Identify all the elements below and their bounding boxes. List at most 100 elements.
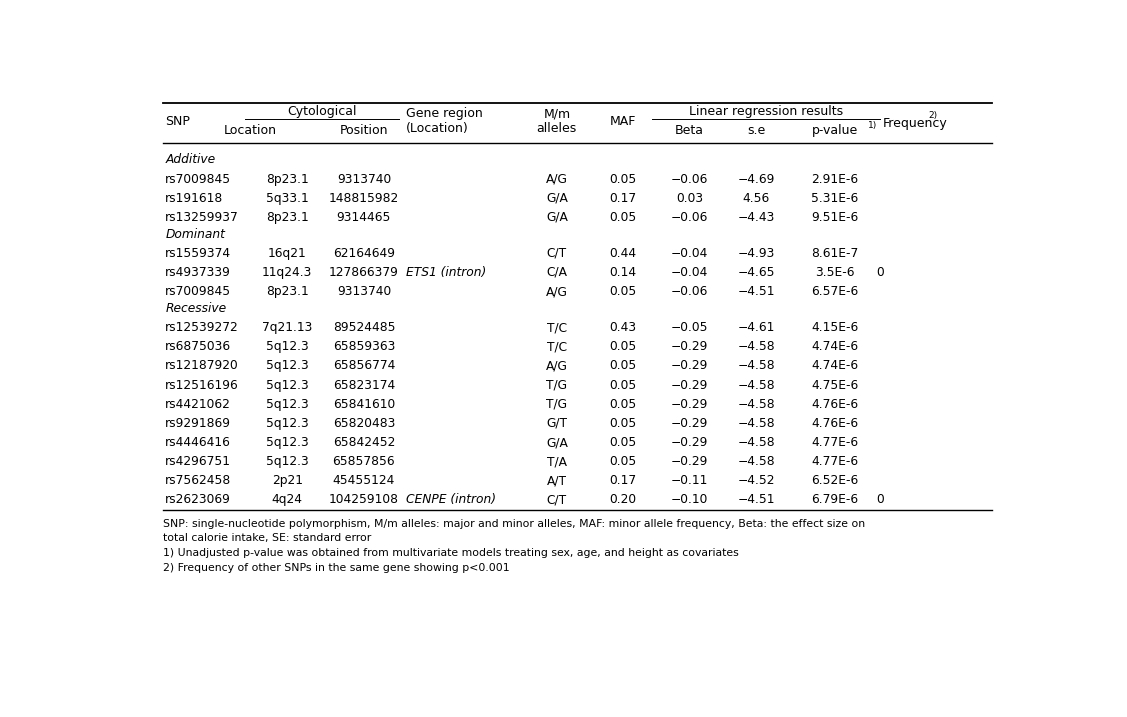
Text: 65842452: 65842452 [332,436,396,449]
Text: A/G: A/G [545,359,568,372]
Text: −0.04: −0.04 [671,247,708,260]
Text: 0: 0 [877,493,885,506]
Text: −0.06: −0.06 [671,285,708,298]
Text: T/G: T/G [547,379,567,391]
Text: 4.77E-6: 4.77E-6 [811,455,859,468]
Text: C/T: C/T [547,247,567,260]
Text: 0.43: 0.43 [610,321,637,334]
Text: 0.05: 0.05 [610,417,637,430]
Text: ETS1 (intron): ETS1 (intron) [406,266,486,279]
Text: 5q12.3: 5q12.3 [266,341,309,353]
Text: SNP: SNP [166,115,190,128]
Text: 8p23.1: 8p23.1 [266,211,309,224]
Text: −0.05: −0.05 [671,321,709,334]
Text: −0.10: −0.10 [671,493,708,506]
Text: 65820483: 65820483 [332,417,396,430]
Text: −4.65: −4.65 [737,266,774,279]
Text: 4.77E-6: 4.77E-6 [811,436,859,449]
Text: rs13259937: rs13259937 [166,211,239,224]
Text: rs2623069: rs2623069 [166,493,231,506]
Text: −0.29: −0.29 [671,359,708,372]
Text: −4.58: −4.58 [737,359,774,372]
Text: 4.56: 4.56 [743,191,770,204]
Text: 9313740: 9313740 [337,285,391,298]
Text: M/m
alleles: M/m alleles [536,108,577,136]
Text: rs6875036: rs6875036 [166,341,231,353]
Text: 0.05: 0.05 [610,341,637,353]
Text: Additive: Additive [166,153,215,166]
Text: 0.05: 0.05 [610,455,637,468]
Text: 0.05: 0.05 [610,379,637,391]
Text: −4.58: −4.58 [737,379,774,391]
Text: 4.75E-6: 4.75E-6 [811,379,859,391]
Text: rs4937339: rs4937339 [166,266,231,279]
Text: 4q24: 4q24 [272,493,303,506]
Text: 5q12.3: 5q12.3 [266,436,309,449]
Text: A/G: A/G [545,173,568,186]
Text: 2): 2) [929,111,938,120]
Text: SNP: single-nucleotide polymorphism, M/m alleles: major and minor alleles, MAF: : SNP: single-nucleotide polymorphism, M/m… [162,518,864,528]
Text: 2p21: 2p21 [272,475,303,488]
Text: 6.57E-6: 6.57E-6 [811,285,859,298]
Text: 16q21: 16q21 [268,247,307,260]
Text: 0.05: 0.05 [610,211,637,224]
Text: 9313740: 9313740 [337,173,391,186]
Text: 2.91E-6: 2.91E-6 [811,173,859,186]
Text: −0.04: −0.04 [671,266,708,279]
Text: 0.20: 0.20 [610,493,637,506]
Text: −0.29: −0.29 [671,341,708,353]
Text: −4.43: −4.43 [737,211,774,224]
Text: 65857856: 65857856 [332,455,396,468]
Text: −0.29: −0.29 [671,379,708,391]
Text: rs191618: rs191618 [166,191,223,204]
Text: 89524485: 89524485 [332,321,396,334]
Text: 5.31E-6: 5.31E-6 [811,191,859,204]
Text: 7q21.13: 7q21.13 [261,321,312,334]
Text: 4.15E-6: 4.15E-6 [811,321,859,334]
Text: 65856774: 65856774 [332,359,396,372]
Text: rs12539272: rs12539272 [166,321,239,334]
Text: Linear regression results: Linear regression results [690,105,843,118]
Text: 0.14: 0.14 [610,266,637,279]
Text: −0.11: −0.11 [671,475,708,488]
Text: 3.5E-6: 3.5E-6 [815,266,854,279]
Text: 11q24.3: 11q24.3 [261,266,312,279]
Text: 5q33.1: 5q33.1 [266,191,309,204]
Text: 62164649: 62164649 [332,247,394,260]
Text: −0.06: −0.06 [671,173,708,186]
Text: Location: Location [223,124,276,137]
Text: 8p23.1: 8p23.1 [266,285,309,298]
Text: rs12516196: rs12516196 [166,379,239,391]
Text: s.e: s.e [747,124,765,137]
Text: 8.61E-7: 8.61E-7 [811,247,859,260]
Text: −4.61: −4.61 [737,321,774,334]
Text: −4.93: −4.93 [737,247,774,260]
Text: rs4446416: rs4446416 [166,436,231,449]
Text: G/A: G/A [545,211,568,224]
Text: 65823174: 65823174 [332,379,396,391]
Text: 127866379: 127866379 [329,266,399,279]
Text: G/A: G/A [545,436,568,449]
Text: rs12187920: rs12187920 [166,359,239,372]
Text: rs7009845: rs7009845 [166,173,231,186]
Text: 4.76E-6: 4.76E-6 [811,417,859,430]
Text: −4.58: −4.58 [737,417,774,430]
Text: p-value: p-value [811,124,858,137]
Text: 4.74E-6: 4.74E-6 [811,341,859,353]
Text: rs4421062: rs4421062 [166,398,231,411]
Text: −4.58: −4.58 [737,455,774,468]
Text: 0.05: 0.05 [610,398,637,411]
Text: −0.29: −0.29 [671,455,708,468]
Text: 0.05: 0.05 [610,359,637,372]
Text: G/A: G/A [545,191,568,204]
Text: T/C: T/C [547,321,567,334]
Text: 65841610: 65841610 [332,398,396,411]
Text: 104259108: 104259108 [329,493,399,506]
Text: 0.17: 0.17 [610,475,637,488]
Text: 4.76E-6: 4.76E-6 [811,398,859,411]
Text: −4.58: −4.58 [737,341,774,353]
Text: 9.51E-6: 9.51E-6 [811,211,859,224]
Text: 0.03: 0.03 [676,191,703,204]
Text: −4.69: −4.69 [737,173,774,186]
Text: −4.58: −4.58 [737,436,774,449]
